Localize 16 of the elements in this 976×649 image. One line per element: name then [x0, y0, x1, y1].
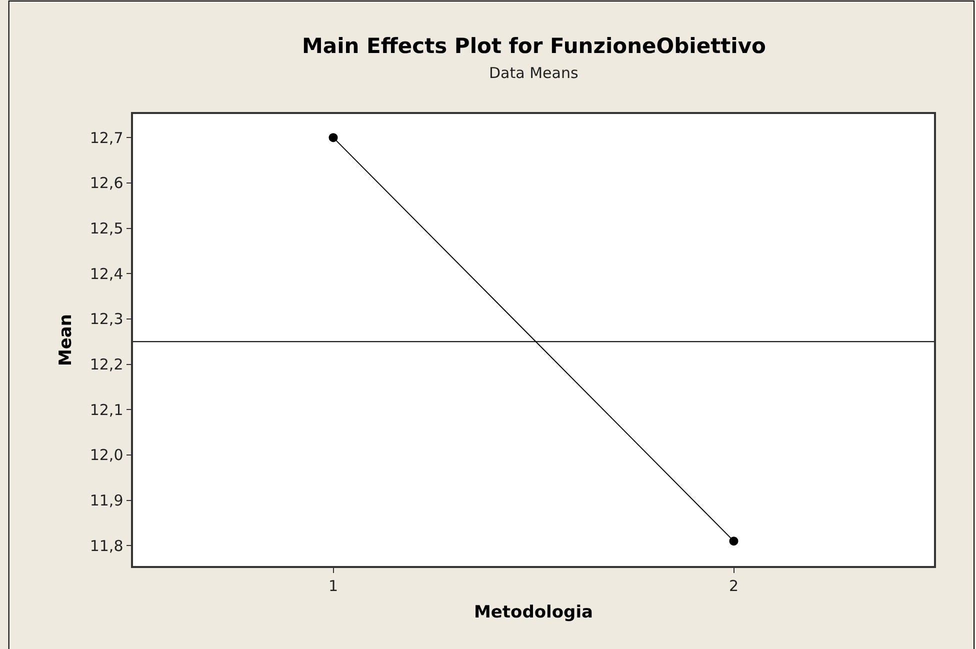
x-axis-title: Metodologia [474, 602, 594, 623]
y-tick-label: 11,8 [90, 536, 124, 555]
y-tick-label: 12,5 [90, 220, 124, 238]
y-tick-label: 12,6 [90, 174, 124, 192]
x-tick-label: 1 [328, 576, 338, 595]
chart-subtitle: Data Means [489, 64, 578, 82]
y-axis-title: Mean [56, 314, 76, 366]
y-tick-label: 12,4 [90, 264, 124, 283]
x-tick-label: 2 [728, 576, 739, 595]
y-tick-label: 12,1 [90, 400, 124, 419]
y-tick-label: 12,2 [90, 356, 124, 374]
y-tick-label: 12,3 [90, 310, 124, 328]
chart-title: Main Effects Plot for FunzioneObiettivo [302, 34, 766, 58]
y-tick-label: 11,9 [90, 492, 124, 510]
y-tick-label: 12,0 [90, 446, 124, 464]
y-tick-label: 12,7 [90, 128, 124, 147]
